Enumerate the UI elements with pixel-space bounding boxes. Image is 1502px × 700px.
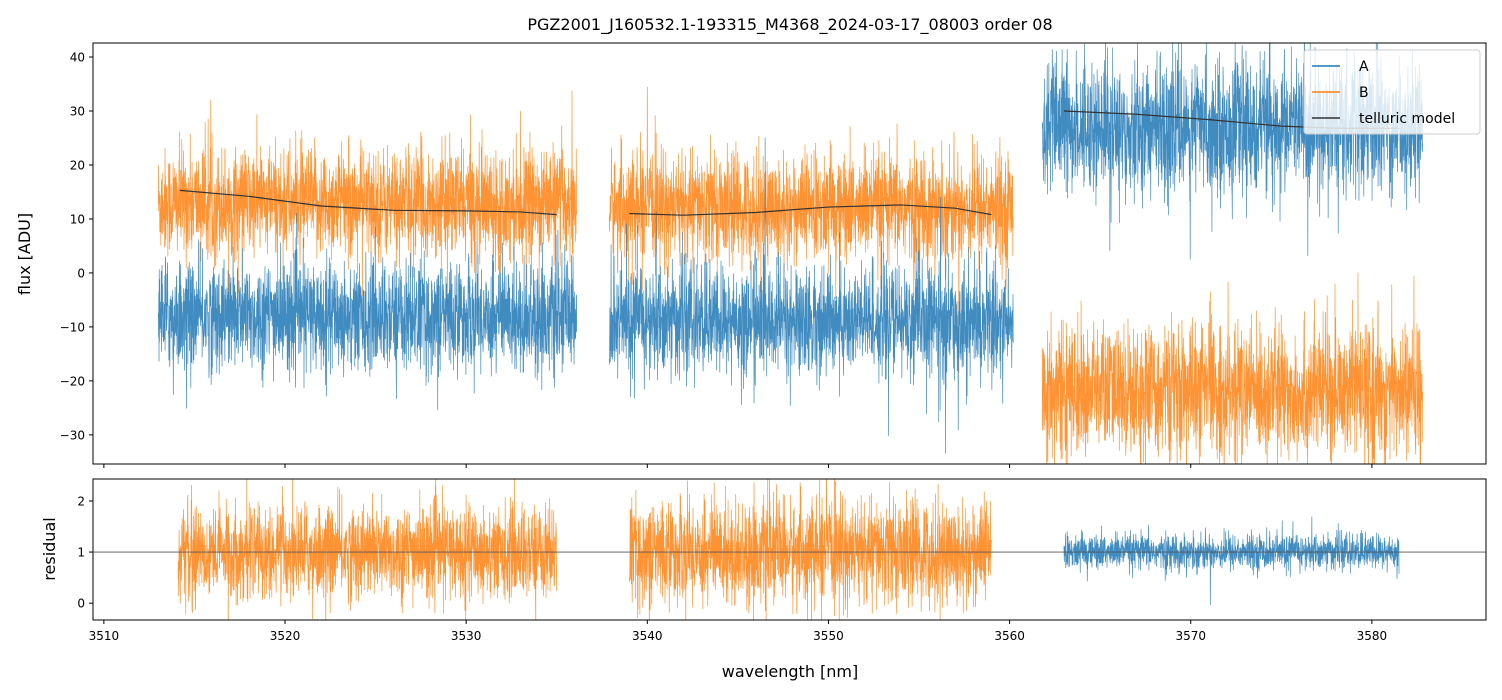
y-tick-label: −30: [60, 428, 85, 442]
y-tick-label: 0: [77, 597, 85, 611]
x-tick-label: 3550: [813, 629, 844, 643]
residual-b-segment-2: [628, 479, 992, 620]
legend-box: [1303, 49, 1481, 135]
y-tick-label: 20: [70, 158, 85, 172]
x-axis-label: wavelength [nm]: [722, 662, 859, 681]
x-tick-label: 3520: [270, 629, 301, 643]
y-axis-label-residual: residual: [40, 517, 59, 580]
series-b-segment-3: [1041, 272, 1423, 464]
legend: A B telluric model: [1303, 49, 1481, 135]
flux-plot-area: [157, 43, 1423, 464]
x-tick-label: 3510: [89, 629, 120, 643]
series-a-segment-2: [608, 137, 1014, 454]
residual-a-segment-3: [1063, 516, 1400, 605]
residual-plot-area: [93, 479, 1486, 620]
y-tick-label: 1: [77, 546, 85, 560]
axes: 3510 3520 3530 3540 3550 3560 3570 3580 −30 −20 −1…: [60, 42, 1487, 643]
series-b-segment-1: [157, 90, 578, 313]
y-tick-label: 30: [70, 105, 85, 119]
x-tick-label: 3580: [1357, 629, 1388, 643]
y-tick-label: 10: [70, 212, 85, 226]
x-tick-label: 3560: [994, 629, 1025, 643]
y-tick-label: −20: [60, 374, 85, 388]
y-tick-label: −10: [60, 320, 85, 334]
flux-axes-frame: [92, 42, 1487, 465]
y-tick-label: 2: [77, 494, 85, 508]
telluric-model-segment-2: [629, 204, 992, 216]
legend-label-model: telluric model: [1359, 111, 1455, 127]
residual-axes-frame: [92, 478, 1487, 621]
series-a-segment-1: [157, 212, 578, 410]
y-tick-label: 0: [77, 266, 85, 280]
chart-title: PGZ2001_J160532.1-193315_M4368_2024-03-1…: [527, 15, 1052, 35]
y-tick-label: 40: [70, 51, 85, 65]
x-tick-label: 3530: [451, 629, 482, 643]
legend-label-a: A: [1359, 59, 1369, 75]
y-axis-label-flux: flux [ADU]: [15, 213, 34, 295]
residual-b-segment-1: [177, 479, 558, 620]
telluric-model-segment-1: [179, 189, 557, 216]
x-tick-label: 3540: [632, 629, 663, 643]
legend-label-b: B: [1359, 85, 1369, 101]
series-b-segment-2: [608, 86, 1014, 373]
x-tick-label: 3570: [1175, 629, 1206, 643]
